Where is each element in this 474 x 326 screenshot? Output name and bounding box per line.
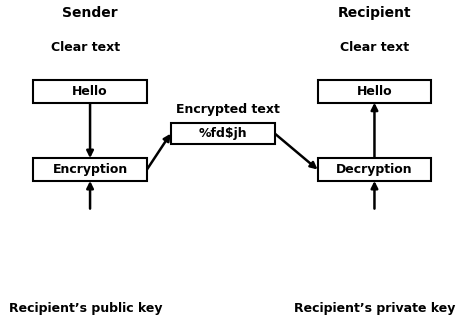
Text: Encryption: Encryption <box>53 163 128 176</box>
Text: %fd$jh: %fd$jh <box>199 127 247 140</box>
Text: Clear text: Clear text <box>340 41 409 54</box>
Text: Decryption: Decryption <box>336 163 413 176</box>
Text: Recipient: Recipient <box>337 6 411 20</box>
FancyBboxPatch shape <box>318 80 431 103</box>
FancyBboxPatch shape <box>318 158 431 181</box>
Text: Sender: Sender <box>62 6 118 20</box>
Text: Hello: Hello <box>356 85 392 98</box>
FancyBboxPatch shape <box>33 80 147 103</box>
Text: Recipient’s private key: Recipient’s private key <box>294 302 455 315</box>
Text: Encrypted text: Encrypted text <box>175 103 280 116</box>
FancyBboxPatch shape <box>171 123 275 144</box>
Text: Recipient’s public key: Recipient’s public key <box>9 302 162 315</box>
Text: Hello: Hello <box>72 85 108 98</box>
FancyBboxPatch shape <box>33 158 147 181</box>
Text: Clear text: Clear text <box>51 41 120 54</box>
